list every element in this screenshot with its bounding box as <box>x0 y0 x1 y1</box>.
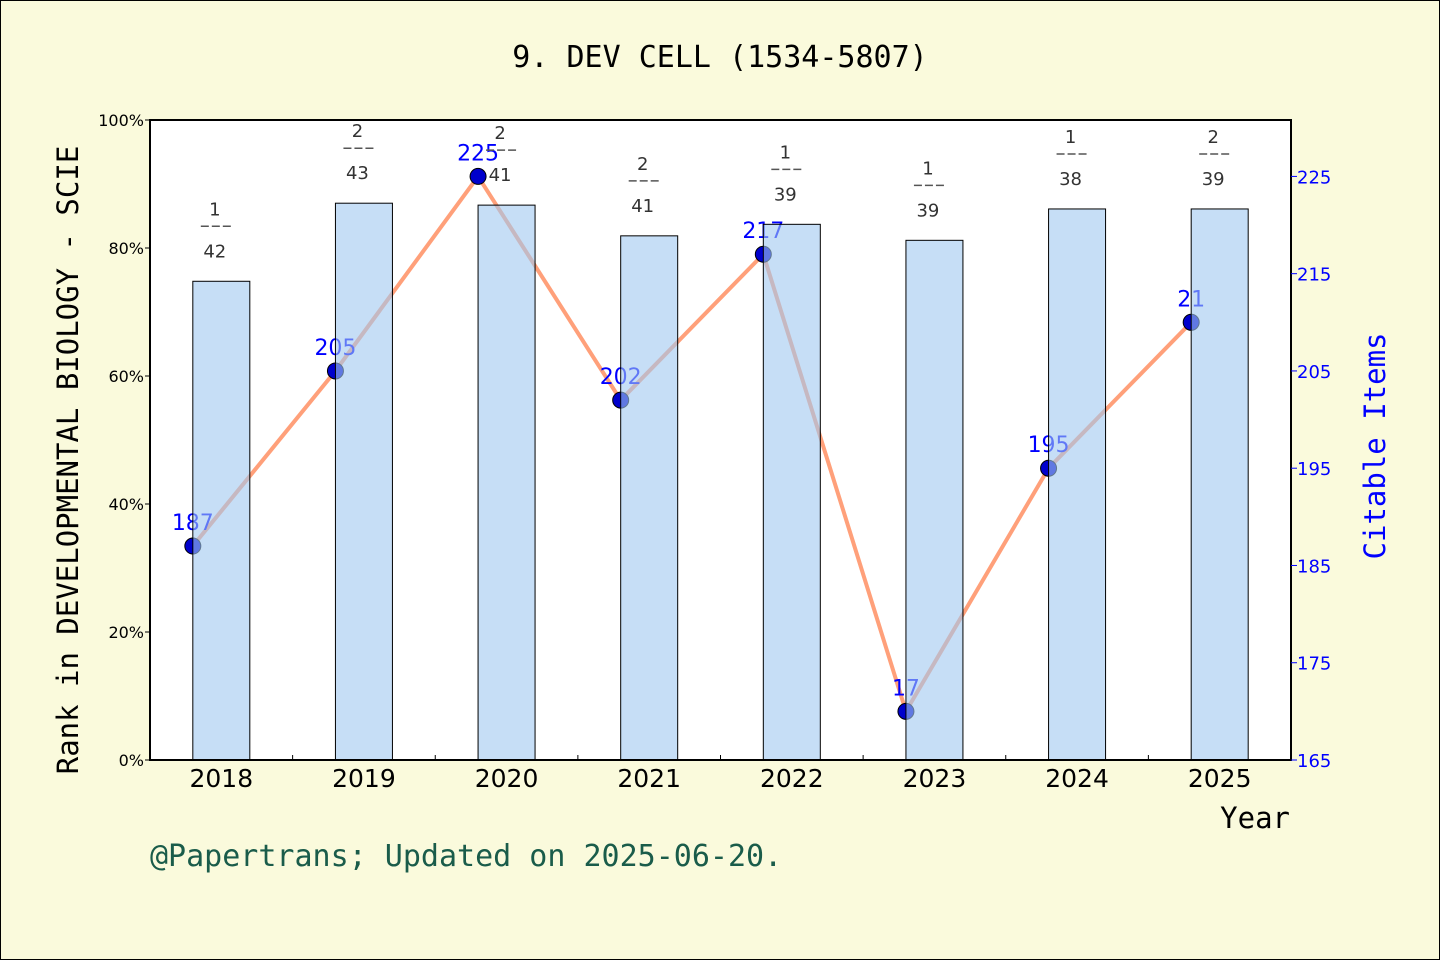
rank-numerator: 1 <box>780 142 791 163</box>
y2-tick-label: 225 <box>1297 167 1331 188</box>
rank-denominator: 39 <box>1202 169 1225 190</box>
x-tick-label: 2020 <box>475 764 539 793</box>
y2-tick-label: 175 <box>1297 654 1331 675</box>
rank-numerator: 2 <box>494 123 505 144</box>
y-tick-label: 0% <box>119 751 144 770</box>
y2-tick-label: 195 <box>1297 459 1331 480</box>
y2-tick-label: 185 <box>1297 556 1331 577</box>
x-tick-label: 2024 <box>1045 764 1109 793</box>
x-tick-label: 2018 <box>190 764 254 793</box>
citable-label: 225 <box>457 141 499 166</box>
y2-tick-label: 215 <box>1297 265 1331 286</box>
footer-credit: @Papertrans; Updated on 2025-06-20. <box>150 839 782 874</box>
rank-bar <box>192 280 251 761</box>
citable-point <box>469 167 487 185</box>
chart-title: 9. DEV CELL (1534-5807) <box>512 40 927 75</box>
y2-tick-label: 205 <box>1297 362 1331 383</box>
y-tick-label: 40% <box>108 495 144 514</box>
rank-numerator: 2 <box>637 154 648 175</box>
rank-bar <box>762 223 821 761</box>
y2-tick-label: 165 <box>1297 751 1331 772</box>
y-tick-label: 60% <box>108 367 144 386</box>
rank-denominator: 38 <box>1059 169 1082 190</box>
rank-denominator: 41 <box>489 165 512 186</box>
y-tick-label: 20% <box>108 623 144 642</box>
x-tick-label: 2023 <box>903 764 967 793</box>
y-tick-label: 100% <box>98 111 144 130</box>
y2-axis-label: Citable Items <box>1358 333 1392 560</box>
rank-denominator: 41 <box>631 196 654 217</box>
rank-numerator: 1 <box>922 158 933 179</box>
rank-denominator: 39 <box>916 200 939 221</box>
x-tick-label: 2019 <box>332 764 396 793</box>
rank-denominator: 39 <box>774 184 797 205</box>
x-tick-label: 2022 <box>760 764 824 793</box>
rank-bar <box>334 202 393 761</box>
x-tick-label: 2025 <box>1188 764 1252 793</box>
rank-bar <box>1190 208 1249 761</box>
x-tick-label: 2021 <box>617 764 681 793</box>
rank-denominator: 42 <box>203 241 226 262</box>
x-axis-label: Year <box>1220 801 1290 835</box>
rank-bar <box>905 239 964 761</box>
rank-bar <box>620 235 679 761</box>
rank-numerator: 2 <box>352 121 363 142</box>
plot-area <box>150 120 1291 760</box>
y-tick-label: 80% <box>108 239 144 258</box>
rank-denominator: 43 <box>346 163 369 184</box>
rank-numerator: 1 <box>209 199 220 220</box>
rank-bar <box>1048 208 1107 761</box>
rank-numerator: 2 <box>1207 127 1218 148</box>
rank-bar <box>477 204 536 761</box>
y-axis-label: Rank in DEVELOPMENTAL BIOLOGY - SCIE <box>51 146 85 775</box>
rank-numerator: 1 <box>1065 127 1076 148</box>
